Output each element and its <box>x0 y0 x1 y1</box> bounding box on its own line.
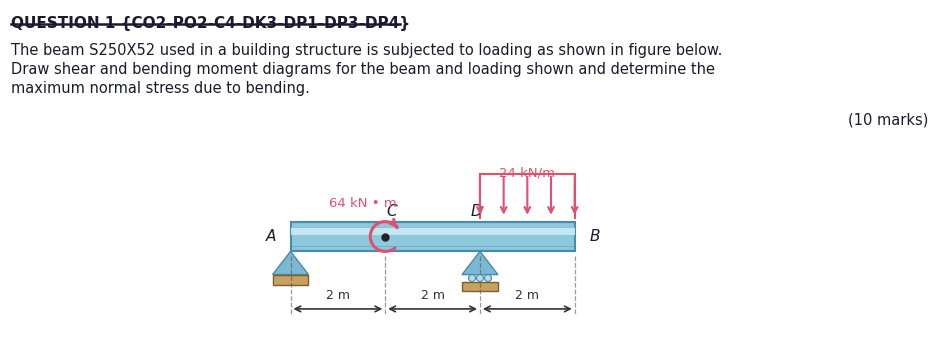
Text: QUESTION 1 {CO2-PO2-C4-DK3-DP1-DP3-DP4}: QUESTION 1 {CO2-PO2-C4-DK3-DP1-DP3-DP4} <box>11 16 411 31</box>
Circle shape <box>477 275 483 282</box>
Text: A: A <box>265 229 276 244</box>
Text: B: B <box>589 229 599 244</box>
Text: The beam S250X52 used in a building structure is subjected to loading as shown i: The beam S250X52 used in a building stru… <box>11 43 723 58</box>
Text: C: C <box>386 204 396 219</box>
Text: 24 kN/m: 24 kN/m <box>499 166 555 179</box>
Bar <box>291 227 575 235</box>
Text: 64 kN • m: 64 kN • m <box>329 197 397 210</box>
Text: maximum normal stress due to bending.: maximum normal stress due to bending. <box>11 81 311 96</box>
Polygon shape <box>273 251 309 275</box>
Bar <box>291 222 575 251</box>
Polygon shape <box>462 251 497 275</box>
Circle shape <box>484 275 492 282</box>
Bar <box>273 275 309 284</box>
Circle shape <box>468 275 476 282</box>
Text: (10 marks): (10 marks) <box>849 112 929 127</box>
Text: 2 m: 2 m <box>421 289 445 302</box>
Text: D: D <box>470 204 481 219</box>
Text: 2 m: 2 m <box>326 289 350 302</box>
Bar <box>462 282 497 291</box>
Text: 2 m: 2 m <box>515 289 539 302</box>
Text: Draw shear and bending moment diagrams for the beam and loading shown and determ: Draw shear and bending moment diagrams f… <box>11 62 716 77</box>
